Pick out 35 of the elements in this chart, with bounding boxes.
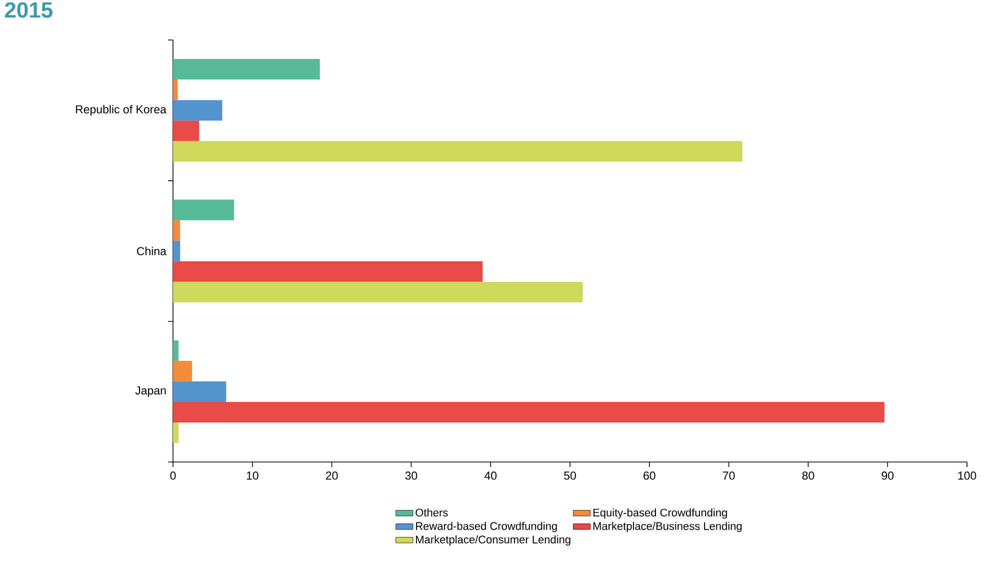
bar (173, 240, 180, 262)
x-tick-label: 0 (170, 472, 176, 480)
x-tick-label: 70 (723, 472, 735, 480)
bar (173, 381, 226, 402)
bar (173, 100, 222, 121)
chart-title: 2015 (4, 2, 53, 18)
x-tick-label: 50 (564, 472, 576, 480)
bar (173, 200, 234, 220)
legend-label: Others (416, 508, 448, 516)
bar (173, 80, 178, 100)
bar (173, 261, 483, 282)
legend-label: Marketplace/Consumer Lending (416, 535, 570, 546)
y-tick-label: Japan (135, 386, 166, 397)
y-tick-label: China (137, 246, 166, 256)
bar (173, 402, 884, 422)
legend-label: Marketplace/Business Lending (593, 522, 742, 532)
bar (173, 141, 742, 162)
bar (173, 120, 200, 142)
bar (173, 282, 583, 302)
x-tick-label: 20 (326, 472, 338, 480)
x-tick-label: 60 (644, 472, 656, 480)
bar (173, 422, 179, 444)
bar (173, 58, 320, 80)
x-tick-label: 90 (882, 472, 894, 480)
bar (173, 220, 180, 241)
bar (173, 340, 179, 361)
bar (173, 360, 192, 382)
x-tick-label: 100 (958, 472, 976, 480)
x-tick-label: 40 (484, 472, 497, 480)
x-tick-label: 80 (802, 472, 814, 480)
x-tick-label: 10 (246, 472, 258, 480)
x-tick-label: 30 (405, 472, 418, 480)
legend-label: Reward-based Crowdfunding (416, 522, 557, 532)
y-tick-label: Republic of Korea (76, 104, 166, 116)
legend-label: Equity-based Crowdfunding (593, 508, 727, 519)
